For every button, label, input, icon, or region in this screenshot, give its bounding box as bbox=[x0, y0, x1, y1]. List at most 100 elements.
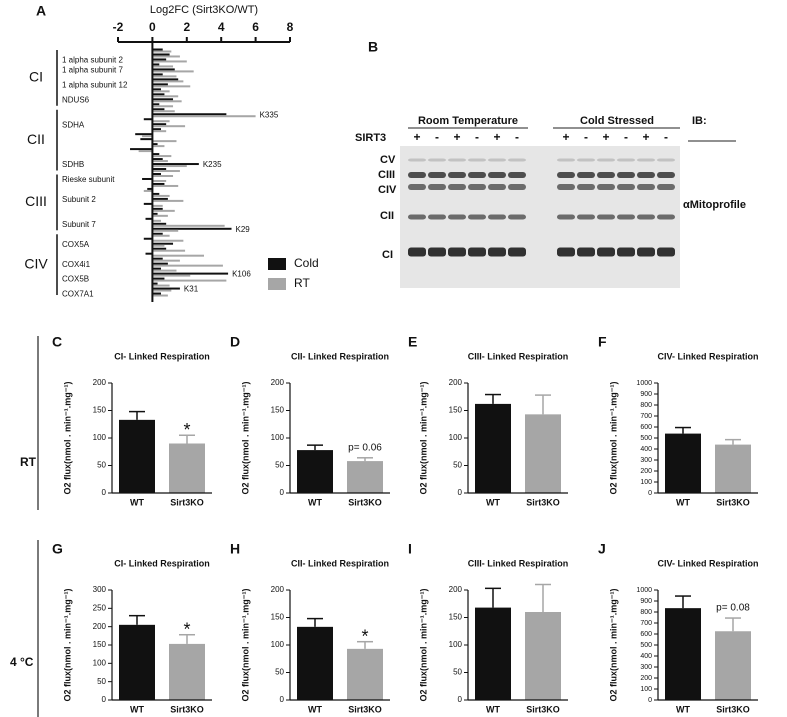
annotation: p= 0.06 bbox=[348, 442, 382, 453]
bar bbox=[152, 48, 163, 51]
category-label: COX4i1 bbox=[62, 260, 91, 269]
bar bbox=[152, 277, 165, 280]
blot-band bbox=[468, 184, 486, 190]
bar bbox=[665, 433, 701, 493]
y-tick-label: 100 bbox=[93, 433, 107, 442]
legend-swatch bbox=[268, 278, 286, 290]
y-tick-label: 50 bbox=[453, 668, 462, 677]
bar bbox=[152, 222, 167, 225]
x-tick-label: WT bbox=[486, 497, 500, 507]
bar bbox=[152, 80, 184, 83]
bar bbox=[152, 170, 180, 173]
bar bbox=[152, 269, 177, 272]
blot-band bbox=[617, 158, 635, 162]
blot-band bbox=[488, 158, 506, 162]
y-axis-title: O2 flux(nmol . min⁻¹.mg⁻¹) bbox=[608, 589, 618, 702]
bar bbox=[152, 184, 179, 187]
legend-label: Cold bbox=[294, 256, 319, 270]
blot-band bbox=[508, 247, 526, 257]
bar bbox=[152, 182, 165, 185]
group-label: CI bbox=[29, 69, 43, 85]
blot-band bbox=[597, 184, 615, 190]
bar bbox=[152, 123, 167, 126]
blot-band bbox=[448, 247, 466, 257]
bar bbox=[145, 217, 153, 220]
bar bbox=[152, 58, 167, 61]
blot-band bbox=[448, 184, 466, 190]
chart-title: CIV- Linked Respiration bbox=[657, 558, 758, 568]
bar bbox=[152, 85, 191, 88]
blot-band bbox=[408, 247, 426, 257]
chart-title: CIV- Linked Respiration bbox=[657, 351, 758, 361]
x-tick-label: WT bbox=[676, 497, 690, 507]
panel-letter: C bbox=[52, 334, 62, 350]
bar bbox=[152, 279, 227, 282]
y-tick-label: 100 bbox=[640, 686, 652, 693]
bar bbox=[152, 155, 172, 158]
y-tick-label: 0 bbox=[102, 488, 107, 497]
bar bbox=[152, 50, 172, 53]
panel-letter: D bbox=[230, 334, 240, 350]
bar bbox=[152, 93, 165, 96]
bar bbox=[152, 289, 172, 292]
y-tick-label: 0 bbox=[648, 697, 652, 704]
y-tick-label: 150 bbox=[93, 640, 107, 649]
y-tick-label: 50 bbox=[275, 461, 284, 470]
genotype-sign: + bbox=[413, 130, 420, 144]
y-tick-label: 700 bbox=[640, 620, 652, 627]
blot-band bbox=[448, 158, 466, 162]
bar bbox=[152, 145, 165, 148]
bar bbox=[152, 143, 158, 146]
bar bbox=[152, 140, 177, 143]
category-label: COX5B bbox=[62, 275, 89, 284]
category-label: NDUS6 bbox=[62, 95, 90, 104]
y-tick-label: 200 bbox=[449, 585, 463, 594]
y-tick-label: 500 bbox=[640, 642, 652, 649]
panel-letter: I bbox=[408, 541, 412, 557]
bar bbox=[130, 148, 153, 151]
bar bbox=[152, 262, 168, 265]
y-tick-label: 150 bbox=[449, 406, 463, 415]
chart-title: CI- Linked Respiration bbox=[114, 558, 210, 568]
bar bbox=[715, 631, 751, 700]
blot-band bbox=[657, 184, 675, 190]
bar bbox=[152, 292, 161, 295]
bar bbox=[152, 120, 170, 123]
bar bbox=[152, 264, 223, 267]
y-tick-label: 900 bbox=[640, 598, 652, 605]
bar bbox=[152, 75, 177, 78]
y-axis-title: O2 flux(nmol . min⁻¹.mg⁻¹) bbox=[240, 589, 250, 702]
x-axis-title: Log2FC (Sirt3KO/WT) bbox=[150, 4, 258, 16]
y-tick-label: 200 bbox=[640, 468, 652, 475]
bar bbox=[152, 108, 165, 111]
group-label: CIV bbox=[24, 255, 48, 271]
bar bbox=[152, 197, 168, 200]
bar bbox=[152, 224, 225, 227]
bar bbox=[152, 232, 163, 235]
y-axis-title: O2 flux(nmol . min⁻¹.mg⁻¹) bbox=[418, 589, 428, 702]
blot-band bbox=[428, 247, 446, 257]
bar bbox=[152, 70, 194, 73]
bar bbox=[152, 113, 227, 116]
chart-title: CI- Linked Respiration bbox=[114, 351, 210, 361]
blot-band bbox=[577, 158, 595, 162]
blot-band bbox=[508, 214, 526, 220]
category-label: COX7A1 bbox=[62, 290, 94, 299]
genotype-sign: + bbox=[642, 130, 649, 144]
bar bbox=[152, 110, 175, 113]
x-tick-label: Sirt3KO bbox=[716, 497, 750, 507]
x-tick-label: WT bbox=[130, 704, 144, 714]
x-tick-label: 0 bbox=[149, 20, 156, 34]
bar bbox=[169, 443, 205, 493]
panel-letter: J bbox=[598, 541, 606, 557]
bar bbox=[152, 267, 161, 270]
y-tick-label: 200 bbox=[271, 585, 285, 594]
group-label: CII bbox=[27, 131, 45, 147]
y-tick-label: 100 bbox=[640, 479, 652, 486]
bar bbox=[152, 65, 174, 68]
bar bbox=[140, 138, 153, 141]
y-tick-label: 150 bbox=[271, 613, 285, 622]
y-tick-label: 800 bbox=[640, 402, 652, 409]
bar bbox=[475, 607, 511, 700]
bar bbox=[119, 419, 155, 493]
